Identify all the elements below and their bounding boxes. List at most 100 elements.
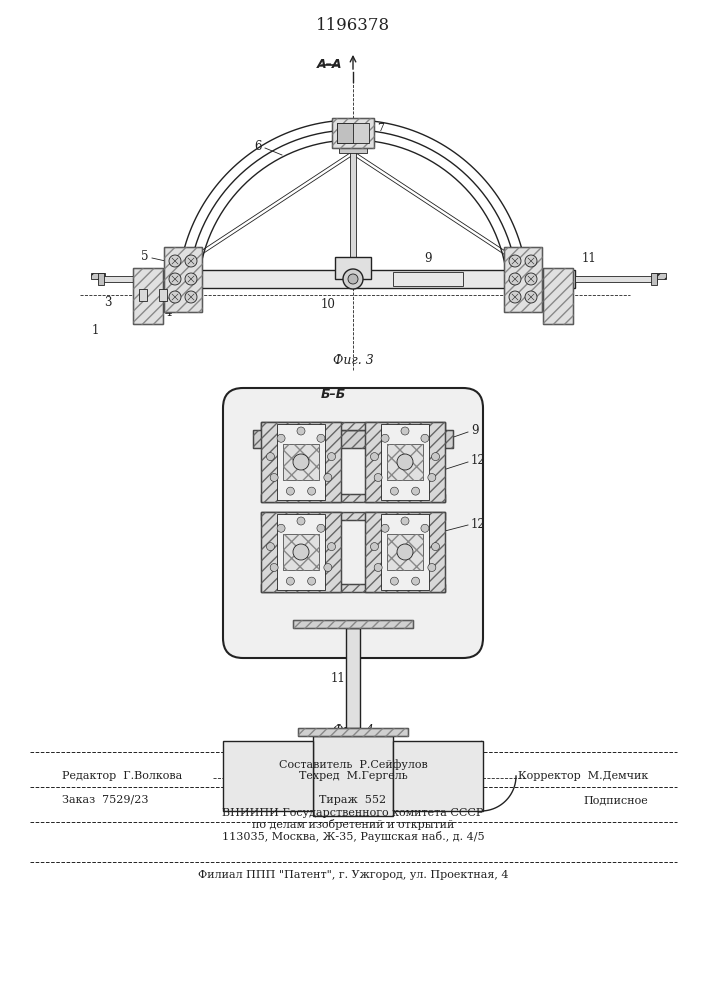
Text: Техред  М.Гергель: Техред М.Гергель xyxy=(298,771,407,781)
Bar xyxy=(261,584,445,592)
Bar xyxy=(261,494,445,502)
Bar xyxy=(313,736,393,816)
Bar xyxy=(298,728,408,736)
Circle shape xyxy=(370,453,378,461)
Text: 10: 10 xyxy=(320,298,335,312)
Bar xyxy=(298,728,408,736)
Circle shape xyxy=(411,487,419,495)
Circle shape xyxy=(390,577,399,585)
Text: 6: 6 xyxy=(255,139,262,152)
Circle shape xyxy=(374,564,382,572)
Text: 11: 11 xyxy=(331,672,346,684)
Bar xyxy=(277,514,325,590)
Circle shape xyxy=(324,474,332,482)
Text: 3: 3 xyxy=(104,296,112,308)
Circle shape xyxy=(286,577,294,585)
Circle shape xyxy=(509,255,521,267)
Bar xyxy=(504,247,542,312)
Bar xyxy=(387,534,423,570)
Bar xyxy=(543,268,573,324)
Circle shape xyxy=(297,427,305,435)
Text: Филиал ППП "Патент", г. Ужгород, ул. Проектная, 4: Филиал ППП "Патент", г. Ужгород, ул. Про… xyxy=(198,870,508,880)
Circle shape xyxy=(509,273,521,285)
Circle shape xyxy=(267,543,274,551)
Circle shape xyxy=(397,454,413,470)
Circle shape xyxy=(185,255,197,267)
Circle shape xyxy=(431,543,440,551)
Circle shape xyxy=(169,255,181,267)
Bar xyxy=(381,424,429,500)
Circle shape xyxy=(169,291,181,303)
Bar xyxy=(337,123,353,143)
Text: 4: 4 xyxy=(164,306,172,320)
Text: 9: 9 xyxy=(471,424,479,438)
Bar xyxy=(346,628,360,728)
Bar xyxy=(261,584,445,592)
Circle shape xyxy=(293,454,309,470)
Bar xyxy=(387,534,423,570)
Circle shape xyxy=(286,487,294,495)
Bar xyxy=(164,247,202,312)
Bar xyxy=(365,512,445,592)
Bar xyxy=(283,444,319,480)
Circle shape xyxy=(317,524,325,532)
Bar xyxy=(261,494,445,502)
Bar xyxy=(91,273,105,279)
Circle shape xyxy=(525,291,537,303)
Bar xyxy=(164,247,202,312)
Bar xyxy=(261,422,445,430)
Bar xyxy=(387,444,423,480)
Bar xyxy=(283,534,319,570)
Circle shape xyxy=(381,524,389,532)
Text: 1196378: 1196378 xyxy=(316,16,390,33)
Bar xyxy=(350,148,356,270)
Polygon shape xyxy=(365,512,445,592)
Bar xyxy=(387,444,423,480)
Bar xyxy=(337,123,369,143)
Circle shape xyxy=(324,564,332,572)
Circle shape xyxy=(390,487,399,495)
Bar xyxy=(133,268,163,324)
Bar xyxy=(100,276,135,282)
Circle shape xyxy=(401,517,409,525)
Circle shape xyxy=(327,543,336,551)
Bar xyxy=(133,268,163,324)
Circle shape xyxy=(431,453,440,461)
Circle shape xyxy=(327,453,336,461)
Circle shape xyxy=(169,273,181,285)
Circle shape xyxy=(411,577,419,585)
Bar xyxy=(283,534,319,570)
Text: 9: 9 xyxy=(424,252,432,265)
Circle shape xyxy=(308,487,315,495)
Text: Фиг. 4: Фиг. 4 xyxy=(332,724,373,736)
Text: Корректор  М.Демчик: Корректор М.Демчик xyxy=(518,771,648,781)
Bar xyxy=(504,247,542,312)
Bar xyxy=(98,273,104,285)
Bar xyxy=(293,620,413,628)
Circle shape xyxy=(421,524,429,532)
Circle shape xyxy=(421,434,429,442)
Circle shape xyxy=(185,273,197,285)
Circle shape xyxy=(381,434,389,442)
Bar xyxy=(135,270,575,288)
Text: 113035, Москва, Ж-35, Раушская наб., д. 4/5: 113035, Москва, Ж-35, Раушская наб., д. … xyxy=(222,832,484,842)
Bar xyxy=(393,741,483,811)
Circle shape xyxy=(348,274,358,284)
Circle shape xyxy=(317,434,325,442)
Polygon shape xyxy=(261,512,341,592)
Circle shape xyxy=(343,269,363,289)
Text: Составитель  Р.Сейфулов: Составитель Р.Сейфулов xyxy=(279,760,427,770)
Bar xyxy=(381,514,429,590)
Text: Заказ  7529/23: Заказ 7529/23 xyxy=(62,795,148,805)
Circle shape xyxy=(270,564,278,572)
Text: 5: 5 xyxy=(141,250,148,263)
Circle shape xyxy=(509,291,521,303)
Circle shape xyxy=(185,291,197,303)
Bar xyxy=(261,422,445,430)
Bar xyxy=(651,273,657,285)
Circle shape xyxy=(370,543,378,551)
Text: Фиг. 3: Фиг. 3 xyxy=(332,354,373,366)
Circle shape xyxy=(397,544,413,560)
Bar xyxy=(332,118,374,148)
Text: 12: 12 xyxy=(471,518,486,530)
